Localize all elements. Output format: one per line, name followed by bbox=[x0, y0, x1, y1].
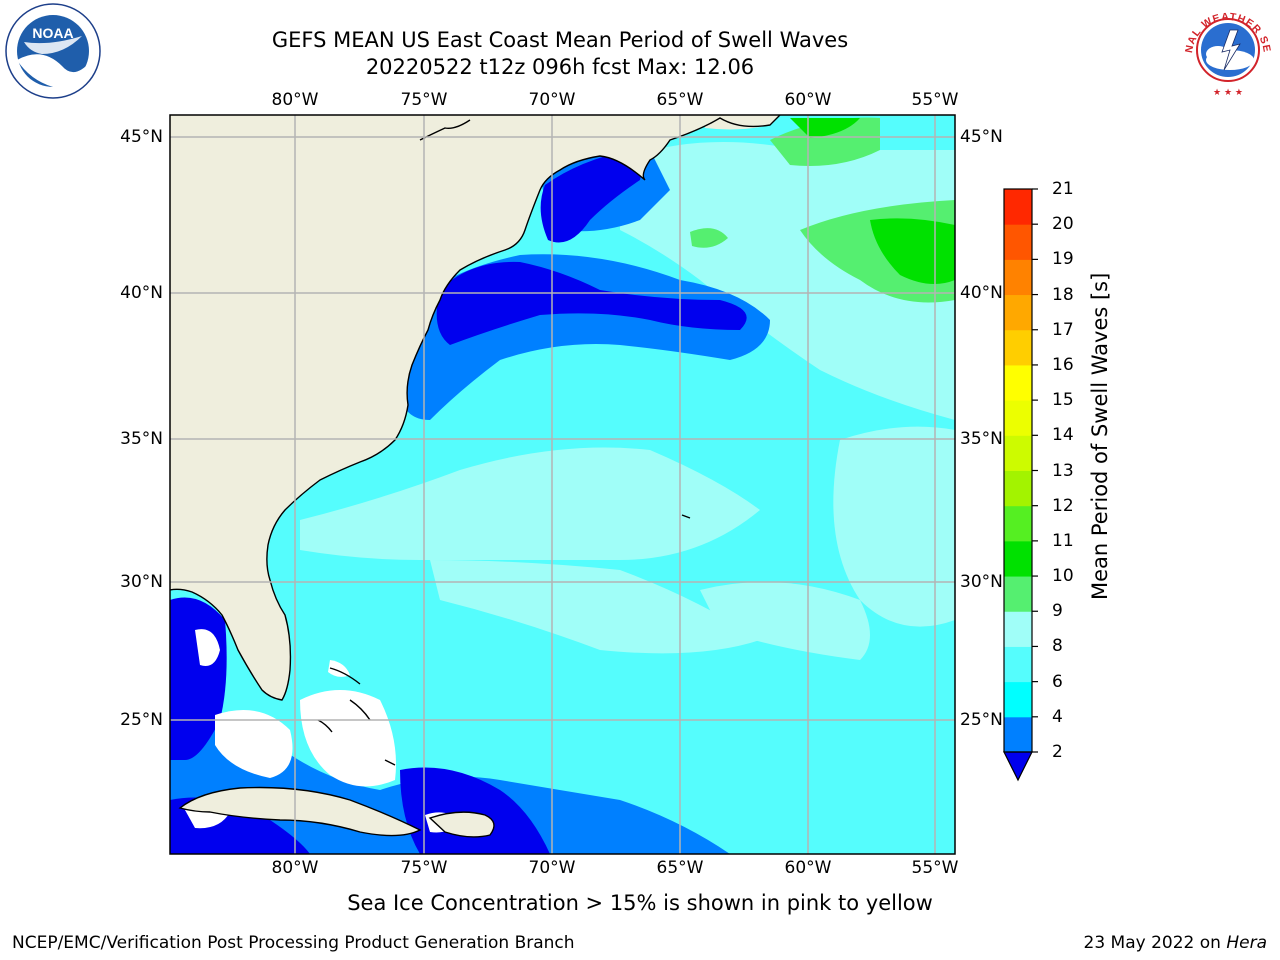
no-data-area bbox=[328, 660, 350, 677]
lat-label-left: 35°N bbox=[120, 429, 163, 449]
colorbar-segment bbox=[1004, 259, 1032, 296]
lon-label-bottom: 70°W bbox=[528, 858, 576, 878]
lat-label-right: 40°N bbox=[960, 283, 1003, 303]
national-weather-service-logo: NATIONAL WEATHER SERVICE ★ ★ ★ bbox=[1178, 0, 1276, 98]
hispaniola-land bbox=[430, 812, 494, 837]
map-frame bbox=[169, 114, 956, 855]
issue-date: 23 May 2022 on Hera bbox=[1084, 933, 1268, 953]
coastline bbox=[170, 115, 781, 838]
colorbar-segment bbox=[1004, 505, 1032, 542]
lon-label-top: 75°W bbox=[400, 90, 448, 110]
colorbar-tick-label: 17 bbox=[1052, 319, 1074, 340]
colorbar-tick-label: 10 bbox=[1052, 566, 1074, 587]
noaa-logo-text: NOAA bbox=[32, 25, 73, 41]
swell-region-8-9s bbox=[833, 426, 955, 627]
lon-label-top: 55°W bbox=[911, 90, 959, 110]
colorbar-segment bbox=[1004, 329, 1032, 366]
no-data-area bbox=[195, 629, 220, 666]
lon-label-top: 80°W bbox=[271, 90, 319, 110]
colorbar-under-arrow bbox=[1003, 751, 1033, 782]
lat-label-left: 30°N bbox=[120, 572, 163, 592]
colorbar-tick-label: 9 bbox=[1052, 601, 1063, 622]
colorbar-tick-label: 14 bbox=[1052, 425, 1074, 446]
colorbar-tick-label: 13 bbox=[1052, 460, 1074, 481]
lat-label-left: 25°N bbox=[120, 710, 163, 730]
lon-label-top: 70°W bbox=[528, 90, 576, 110]
colorbar-segment bbox=[1004, 400, 1032, 436]
lon-label-bottom: 75°W bbox=[400, 858, 448, 878]
map-field bbox=[170, 115, 955, 854]
lat-label-left: 40°N bbox=[120, 283, 163, 303]
map-title: GEFS MEAN US East Coast Mean Period of S… bbox=[271, 28, 849, 52]
lat-label-right: 30°N bbox=[960, 572, 1003, 592]
colorbar-segment bbox=[1004, 681, 1032, 718]
colorbar-tick-label: 20 bbox=[1052, 214, 1074, 235]
lon-label-bottom: 80°W bbox=[271, 858, 319, 878]
swell-region-9-11s bbox=[690, 228, 728, 248]
sea-ice-note: Sea Ice Concentration > 15% is shown in … bbox=[347, 891, 933, 915]
swell-region-8-9s bbox=[430, 560, 760, 654]
colorbar-label: Mean Period of Swell Waves [s] bbox=[1088, 272, 1112, 600]
noaa-logo: NOAA bbox=[5, 3, 101, 99]
north-america-land bbox=[170, 115, 780, 700]
colorbar-tick-label: 18 bbox=[1052, 284, 1074, 305]
lon-label-top: 60°W bbox=[784, 90, 832, 110]
colorbar-tick-label: 21 bbox=[1052, 179, 1074, 199]
svg-text:★ ★ ★: ★ ★ ★ bbox=[1213, 88, 1243, 98]
lat-label-right: 25°N bbox=[960, 710, 1003, 730]
lon-label-bottom: 60°W bbox=[784, 858, 832, 878]
colorbar-tick-label: 19 bbox=[1052, 249, 1074, 270]
colorbar-segment bbox=[1004, 611, 1032, 647]
colorbar-tick-label: 6 bbox=[1052, 671, 1063, 692]
lon-label-bottom: 55°W bbox=[911, 858, 959, 878]
colorbar-tick-label: 11 bbox=[1052, 530, 1074, 551]
colorbar-segment bbox=[1004, 435, 1032, 471]
lat-label-right: 35°N bbox=[960, 429, 1003, 449]
colorbar-segment bbox=[1004, 189, 1032, 225]
swell-region-9-11s bbox=[770, 117, 880, 166]
colorbar bbox=[1003, 188, 1038, 782]
no-data-area bbox=[215, 710, 293, 778]
issue-date-text: 23 May 2022 on bbox=[1083, 933, 1227, 953]
colorbar-segment bbox=[1004, 470, 1032, 507]
swell-region-8-9s bbox=[300, 447, 760, 560]
lat-label-right: 45°N bbox=[960, 127, 1003, 147]
colorbar-tick-label: 12 bbox=[1052, 495, 1074, 516]
swell-region-8-9s bbox=[700, 582, 870, 660]
colorbar-tick-label: 2 bbox=[1052, 742, 1063, 762]
swell-region-2-4s bbox=[540, 150, 642, 243]
swell-region-9-11s bbox=[870, 218, 955, 284]
colorbar-segment bbox=[1004, 364, 1032, 401]
lat-label-left: 45°N bbox=[120, 127, 163, 147]
lon-label-bottom: 65°W bbox=[656, 858, 704, 878]
graticule bbox=[170, 115, 955, 854]
colorbar-segment bbox=[1004, 646, 1032, 683]
cuba-land bbox=[180, 787, 420, 836]
colorbar-tick-label: 8 bbox=[1052, 636, 1063, 657]
colorbar-tick-label: 16 bbox=[1052, 354, 1074, 375]
map-subtitle: 20220522 t12z 096h fcst Max: 12.06 bbox=[365, 55, 755, 79]
machine-name: Hera bbox=[1226, 933, 1267, 953]
credit-text: NCEP/EMC/Verification Post Processing Pr… bbox=[12, 933, 575, 953]
no-data-area bbox=[300, 690, 396, 787]
colorbar-segment bbox=[1004, 294, 1032, 331]
colorbar-segment bbox=[1004, 716, 1032, 753]
colorbar-segment bbox=[1004, 576, 1032, 612]
colorbar-segment bbox=[1004, 540, 1032, 577]
colorbar-tick-label: 4 bbox=[1052, 706, 1063, 727]
swell-region-2-4s bbox=[436, 261, 747, 345]
lon-label-top: 65°W bbox=[656, 90, 704, 110]
colorbar-tick-label: 15 bbox=[1052, 390, 1074, 411]
colorbar-segment bbox=[1004, 224, 1032, 260]
